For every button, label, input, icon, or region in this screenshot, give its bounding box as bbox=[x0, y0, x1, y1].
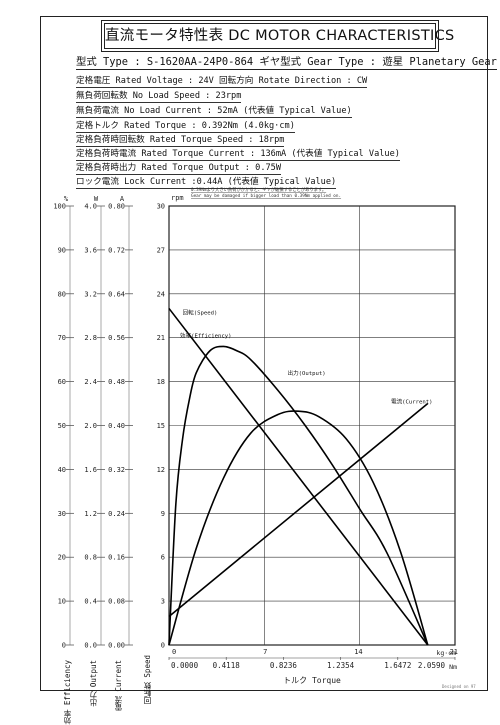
axis-name-speed: 回転数 Speed bbox=[143, 655, 152, 705]
tick-label-%: 80 bbox=[58, 290, 66, 298]
tick-label-%: 60 bbox=[58, 378, 66, 386]
tick-label-%: 40 bbox=[58, 466, 66, 474]
tick-label-speed: 21 bbox=[157, 334, 165, 342]
tick-label-W: 2.4 bbox=[84, 378, 97, 386]
spec-rated-torque: 定格トルク Rated Torque : 0.392Nm (4.0kg·cm) bbox=[76, 120, 295, 133]
tick-label-%: 0 bbox=[62, 642, 66, 650]
tick-label-A: 0.32 bbox=[108, 466, 125, 474]
tick-label-A: 0.48 bbox=[108, 378, 125, 386]
spec-text: 定格負荷時回転数 Rated Torque Speed : 18rpm bbox=[76, 135, 285, 147]
tick-label-W: 0.4 bbox=[84, 598, 97, 606]
spec-lock-current: ロック電流 Lock Current :0.44A (代表値 Typical V… bbox=[76, 176, 337, 189]
tick-label-speed: 0 bbox=[161, 642, 165, 650]
spec-text: 無負荷電流 No Load Current : 52mA (代表値 Typica… bbox=[76, 106, 352, 118]
tick-label-A: 0.00 bbox=[108, 642, 125, 650]
tick-label-kgcm: 0 bbox=[172, 648, 176, 656]
spec-rated-torque-speed: 定格負荷時回転数 Rated Torque Speed : 18rpm bbox=[76, 134, 285, 147]
spec-no-load-speed: 無負荷回転数 No Load Speed : 23rpm bbox=[76, 90, 242, 103]
datasheet-frame bbox=[40, 16, 488, 691]
tick-label-nm: 0.0000 bbox=[171, 661, 199, 670]
tick-label-nm: 1.6472 bbox=[384, 661, 411, 670]
series-line-0 bbox=[168, 307, 429, 646]
tick-label-speed: 18 bbox=[157, 378, 165, 386]
spec-rated-torque-current: 定格負荷時電流 Rated Torque Current : 136mA (代表… bbox=[76, 148, 400, 161]
spec-text: 定格電圧 Rated Voltage : 24V 回転方向 Rotate Dir… bbox=[76, 76, 368, 88]
tick-label-%: 30 bbox=[58, 510, 66, 518]
curve-label-2: 出力(Output) bbox=[287, 369, 325, 377]
curve-label-1: 電流(Current) bbox=[391, 398, 433, 406]
tick-label-A: 0.64 bbox=[108, 290, 125, 298]
tick-label-W: 3.6 bbox=[84, 246, 97, 254]
tick-label-nm: 0.4118 bbox=[213, 661, 241, 670]
spec-text: 定格トルク Rated Torque : 0.392Nm (4.0kg·cm) bbox=[76, 121, 295, 133]
motor-characteristics-chart: 0 0.0 0.00 0 10 0.4 0.08 3 20 0.8 0.16 6 30 1.2 0.24 9 4… bbox=[53, 186, 458, 685]
x-axis-title: トルク Torque bbox=[283, 676, 341, 685]
tick-label-A: 0.24 bbox=[108, 510, 125, 518]
tick-label-kgcm: 21 bbox=[450, 648, 458, 656]
tick-label-speed: 6 bbox=[161, 554, 165, 562]
tick-label-%: 100 bbox=[53, 203, 66, 211]
tick-label-speed: 27 bbox=[157, 246, 165, 254]
spec-text: 定格負荷時電流 Rated Torque Current : 136mA (代表… bbox=[76, 149, 400, 161]
axis-name-efficiency: 効率 Efficiency bbox=[63, 660, 72, 725]
tick-label-kgcm: 7 bbox=[263, 648, 267, 656]
spec-text: 定格負荷時出力 Rated Torque Output : 0.75W bbox=[76, 163, 282, 175]
tick-label-W: 3.2 bbox=[84, 290, 97, 298]
curve-label-0: 回転(Speed) bbox=[183, 309, 218, 316]
axis-unit-rpm: rpm bbox=[171, 194, 184, 202]
tick-label-A: 0.16 bbox=[108, 554, 125, 562]
axis-unit-kgcm: kg·cm bbox=[436, 649, 456, 657]
tick-label-W: 2.8 bbox=[84, 334, 97, 342]
curve-label-3: 効率(Efficiency) bbox=[180, 332, 232, 340]
tick-label-W: 0.8 bbox=[84, 554, 97, 562]
tick-label-A: 0.56 bbox=[108, 334, 125, 342]
tick-label-W: 1.2 bbox=[84, 510, 97, 518]
tick-label-A: 0.08 bbox=[108, 598, 125, 606]
spec-no-load-current: 無負荷電流 No Load Current : 52mA (代表値 Typica… bbox=[76, 105, 352, 118]
tick-label-%: 50 bbox=[58, 422, 66, 430]
tick-label-W: 0.0 bbox=[84, 642, 97, 650]
tick-label-A: 0.72 bbox=[108, 246, 125, 254]
tick-label-W: 4.0 bbox=[84, 203, 97, 211]
tick-label-nm: 1.2354 bbox=[327, 661, 355, 670]
tick-label-kgcm: 14 bbox=[354, 648, 362, 656]
gear-warning-note: Gear may be damaged if bigger load than … bbox=[191, 193, 341, 199]
axis-name-output: 出力 Output bbox=[89, 660, 98, 707]
tick-label-speed: 12 bbox=[157, 466, 165, 474]
tick-label-%: 90 bbox=[58, 246, 66, 254]
tick-label-A: 0.40 bbox=[108, 422, 125, 430]
spec-text: ロック電流 Lock Current :0.44A (代表値 Typical V… bbox=[76, 177, 337, 189]
spec-type-text: 型式 Type : S-1620AA-24P0-864 ギヤ型式 Gear Ty… bbox=[76, 56, 497, 70]
spec-rated-torque-output: 定格負荷時出力 Rated Torque Output : 0.75W bbox=[76, 162, 282, 175]
axis-unit-A: A bbox=[120, 195, 125, 203]
tick-label-speed: 24 bbox=[157, 290, 165, 298]
designed-note: Designed on 97 bbox=[442, 684, 476, 689]
tick-label-W: 1.6 bbox=[84, 466, 97, 474]
axis-unit-%: % bbox=[64, 195, 69, 203]
axis-name-current: 電流 Current bbox=[114, 660, 123, 712]
page-title: 直流モータ特性表 DC MOTOR CHARACTERISTICS bbox=[101, 20, 454, 52]
spec-type-line: 型式 Type : S-1620AA-24P0-864 ギヤ型式 Gear Ty… bbox=[76, 55, 497, 70]
tick-label-speed: 3 bbox=[161, 598, 165, 606]
axis-unit-nm: Nm bbox=[449, 663, 457, 671]
tick-label-%: 10 bbox=[58, 598, 66, 606]
series-line-2 bbox=[168, 410, 429, 646]
series-line-1 bbox=[168, 402, 429, 618]
tick-label-nm: 0.8236 bbox=[270, 661, 298, 670]
tick-label-W: 2.0 bbox=[84, 422, 97, 430]
tick-label-%: 70 bbox=[58, 334, 66, 342]
tick-label-A: 0.80 bbox=[108, 203, 125, 211]
tick-label-speed: 9 bbox=[161, 510, 165, 518]
tick-label-speed: 30 bbox=[157, 203, 165, 211]
spec-rated-voltage: 定格電圧 Rated Voltage : 24V 回転方向 Rotate Dir… bbox=[76, 75, 368, 88]
tick-label-%: 20 bbox=[58, 554, 66, 562]
gear-warning-note: 0.39Nmより大きい負荷がかかると、ギヤが破損することがあります。 bbox=[191, 186, 326, 193]
spec-text: 無負荷回転数 No Load Speed : 23rpm bbox=[76, 91, 242, 103]
tick-label-nm: 2.0590 bbox=[418, 661, 446, 670]
axis-unit-W: W bbox=[94, 195, 99, 203]
series-line-3 bbox=[168, 345, 429, 646]
tick-label-speed: 15 bbox=[157, 422, 165, 430]
